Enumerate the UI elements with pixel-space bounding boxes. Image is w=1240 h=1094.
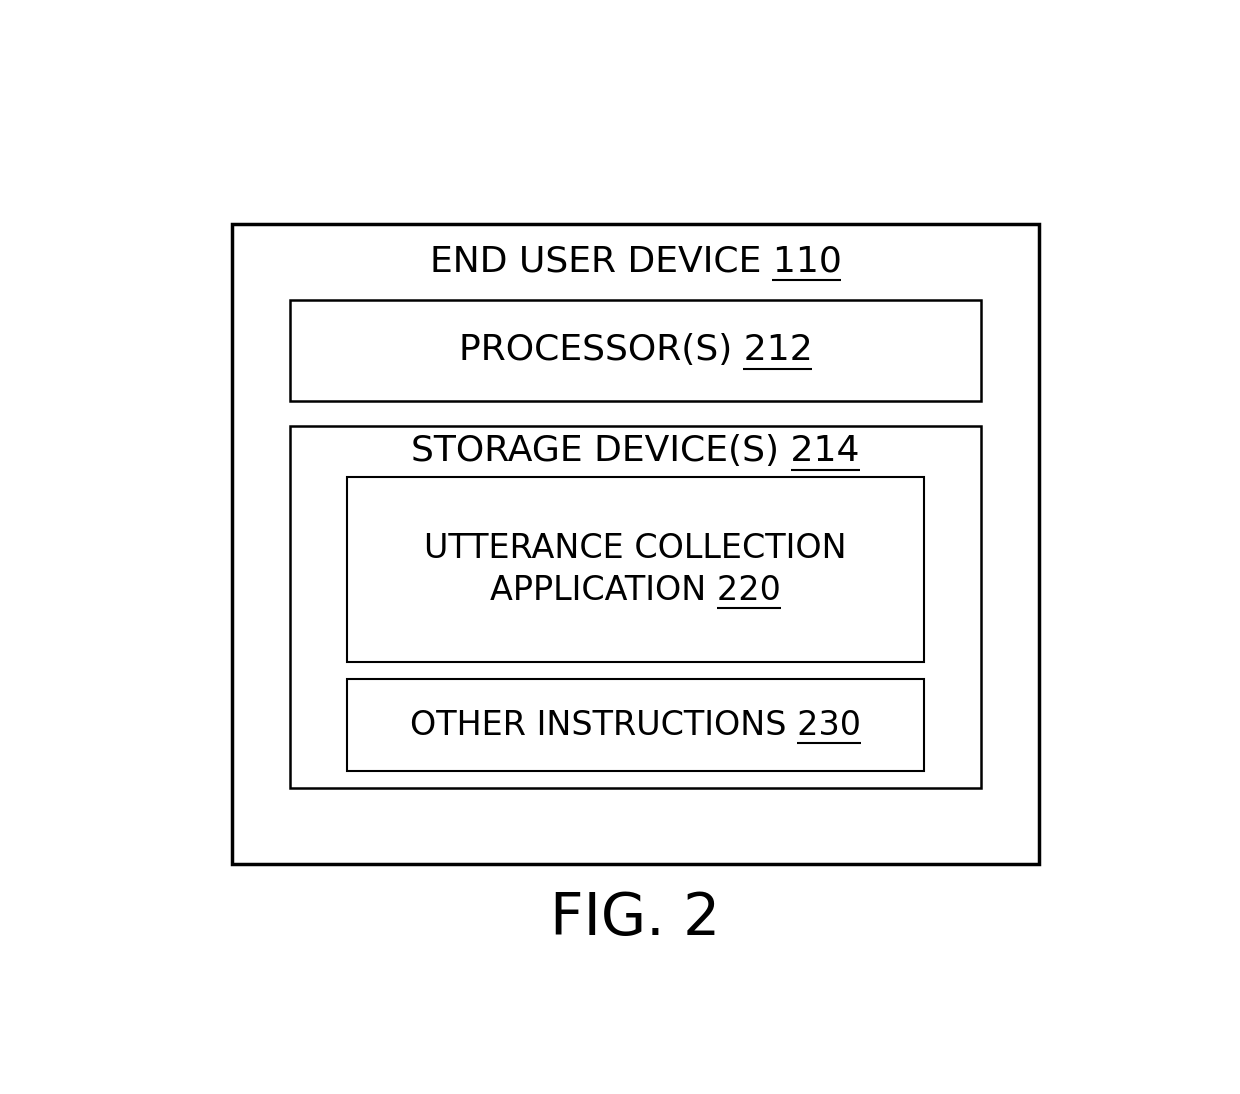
Text: APPLICATION 220: APPLICATION 220 — [490, 574, 781, 607]
Text: END USER DEVICE 110: END USER DEVICE 110 — [429, 245, 842, 279]
Text: PROCESSOR(S) 212: PROCESSOR(S) 212 — [459, 334, 812, 368]
Bar — [232, 224, 1039, 864]
Bar — [290, 427, 982, 789]
Bar — [347, 477, 924, 662]
Bar — [290, 300, 982, 400]
Bar — [347, 678, 924, 771]
Text: UTTERANCE COLLECTION: UTTERANCE COLLECTION — [424, 532, 847, 565]
Text: FIG. 2: FIG. 2 — [551, 891, 720, 947]
Text: OTHER INSTRUCTIONS 230: OTHER INSTRUCTIONS 230 — [410, 709, 861, 742]
Text: STORAGE DEVICE(S) 214: STORAGE DEVICE(S) 214 — [412, 434, 859, 468]
